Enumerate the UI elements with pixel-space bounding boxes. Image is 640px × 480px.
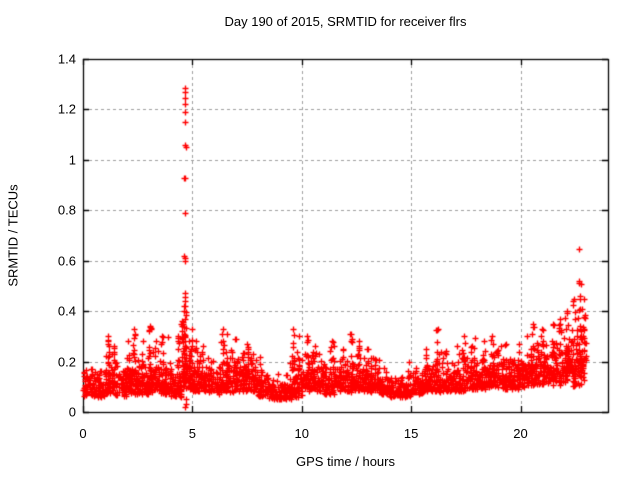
y-tick-label: 1.2 xyxy=(57,101,76,117)
y-tick-label: 1.4 xyxy=(57,51,76,67)
x-tick-label: 15 xyxy=(403,426,419,441)
x-tick-label: 20 xyxy=(513,426,528,441)
y-tick-label: 0.2 xyxy=(57,354,76,370)
x-tick-label: 0 xyxy=(79,426,87,441)
x-tick-label: 5 xyxy=(188,426,196,441)
y-tick-label: 0.4 xyxy=(57,303,76,319)
y-tick-label: 0 xyxy=(68,404,76,420)
x-axis-label: GPS time / hours xyxy=(296,454,395,469)
x-tick-label: 10 xyxy=(294,426,309,441)
y-tick-label: 1 xyxy=(68,152,76,168)
y-axis-label: SRMTID / TECUs xyxy=(5,184,21,287)
y-tick-label: 0.8 xyxy=(57,202,76,218)
y-tick-label: 0.6 xyxy=(57,253,76,269)
